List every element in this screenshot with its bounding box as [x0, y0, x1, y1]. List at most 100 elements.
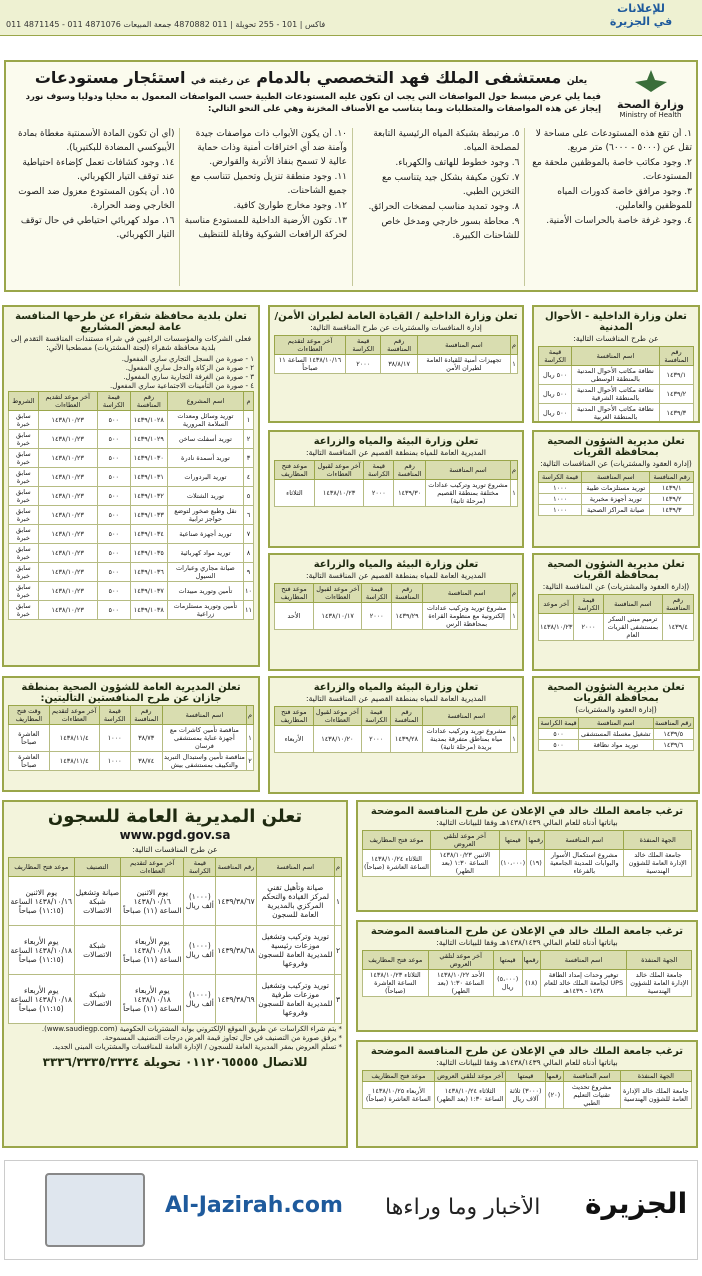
table-cell: صيانة وتشغيل شبكة الاتصالات [73, 876, 122, 926]
table-header: اسم المنافسة [424, 460, 511, 480]
table-row: جامعة الملك خالد الإدارة العامة للشؤون ا… [362, 1081, 693, 1109]
table-cell: نظافة مكاتب الأحوال المدنية بالمنطقة الغ… [571, 403, 660, 421]
banner-site: Al-Jazirah.com [165, 1193, 343, 1218]
header-label-top: للإعلانات [617, 2, 665, 15]
table-cell: ١٤٣٩/٣٨/٦٩ [215, 974, 257, 1024]
table-header: رقمها [521, 950, 541, 970]
table-row: ١٤٣٩/٥ تشغيل مغسلة المستشفى ٥٠٠ [537, 728, 694, 740]
spec-item: ٥. مرتبطة بشبكة المياه الرئيسية التابعة … [373, 129, 520, 153]
table-cell: ١٤٣٨/١٠/٢٣ [37, 486, 98, 506]
ad-subtitle: (إدارة العقود والمشتريات) عن المنافسة ال… [542, 582, 690, 591]
table-cell: تأمين وتوريد مبيدات [166, 581, 245, 601]
table-cell: ١٤٣٩/٣٠ [393, 479, 426, 507]
table-header: م [243, 391, 254, 411]
header-label: للإعلانات في الجزيرة [586, 2, 696, 28]
table-cell: ٢٠٠٠ [360, 725, 392, 753]
ad-box: تعلن وزارة البيئة والمياه والزراعة المدير… [268, 676, 524, 794]
table-cell: ١٤٣٨/١٠/٢٣ [37, 429, 98, 449]
ad-title: تعلن مديرية الشؤون الصحية بمحافظة القريا… [547, 682, 685, 704]
table-row: ١ توريد وسائل ومعدات السلامة المرورية ١٤٣٩… [8, 410, 254, 430]
table-header: م [509, 335, 519, 355]
table-header: آخر موعد لتقديم العطاءات [48, 705, 100, 725]
table-header: م [333, 857, 343, 877]
table-cell: (٥،٠٠٠) ريال [492, 969, 523, 997]
ad-table: م اسم المنافسة رقم المنافسة قيمة الكراسة آخر… [8, 705, 255, 771]
table-row: ١ تجهيزات أمنية للقيادة العامة لطيران الأ… [274, 354, 519, 374]
table-cell: الثلاثاء ١٤٣٨/١٠/٢٤ الساعة العاشرة (صباح… [362, 849, 431, 877]
table-header: آخر موعد لقبول العطاءات [313, 583, 363, 603]
table-header: قيمة الكراسة [98, 705, 131, 725]
table-cell: ١٤٣٩/٥ [652, 728, 694, 740]
table-cell: يوم الأربعاء ١٤٣٨/١٠/١٨ الساعة (١١) صباح… [120, 974, 185, 1024]
table-header-row: رقم المنافسة اسم المنافسة قيمة الكراسة [537, 346, 695, 366]
spec-item: ٢. وجود مكاتب خاصة بالموظفين ملحقة مع ال… [532, 157, 692, 182]
table-cell: جامعة الملك خالد الإدارة العامة للشؤون ا… [623, 849, 692, 877]
table-header: قيمة الكراسة [361, 583, 392, 603]
table-header: رقمها [544, 1070, 564, 1082]
table-header: آخر موعد لقبول العطاءات [313, 460, 365, 480]
hospital-subject: استئجار مستودعات [34, 68, 186, 87]
table-cell: ٥٠٠ [96, 429, 131, 449]
table-cell: مشروع تحديث تقنيات التعليم الطبي [562, 1081, 621, 1109]
table-cell: صيانة مجاري وعبارات السيول [166, 562, 245, 582]
table-cell: ١ [509, 479, 519, 507]
table-header: الجهة المنفذة [619, 1070, 693, 1082]
ad-note: * تسلم العروض بمقر المديرية العامة للسجو… [52, 1043, 342, 1051]
table-header: رقم المنافسة [390, 583, 424, 603]
ad-title: ترغب جامعة الملك خالد في الإعلان عن طرح … [370, 1046, 684, 1057]
table-row: ١٠ تأمين وتوريد مبيدات ١٤٣٩/١٠٣٧ ٥٠٠ ١٤٣٨/١٠… [8, 581, 254, 601]
ad-subtitle: المديرية العامة للمياه بمنطقة القصيم عن … [306, 571, 486, 580]
table-cell: ١٤٣٩/١٠٣٨ [129, 600, 168, 620]
table-row: ١ مناقصة تأمين كاشرات مع أجهزة عناية بمست… [8, 724, 255, 752]
table-header: الشروط [8, 391, 39, 411]
table-cell: ١٤٣٩/١٠٢٩ [129, 429, 168, 449]
table-header: قيمتها [505, 1070, 546, 1082]
table-cell: ١ [243, 410, 254, 430]
table-cell: ١ [509, 354, 519, 374]
table-cell: ٢٠٠٠ [363, 479, 395, 507]
table-header: قيمتها [498, 830, 528, 850]
table-header: موعد فتح المظاريف [8, 857, 75, 877]
ad-box: تعلن وزارة الداخلية / القيادة العامة لطي… [268, 305, 524, 423]
table-cell: ١٠٠٠ [98, 751, 131, 771]
table-header: رقم المنافسة [215, 857, 257, 877]
ad-box: ترغب جامعة الملك خالد في الإعلان عن طرح … [356, 1040, 698, 1148]
table-row: ١٤٣٩/١ توريد مستلزمات طبية ١٠٠٠ [537, 482, 694, 494]
ad-table: رقم المنافسة اسم المنافسة قيمة الكراسة آخر … [537, 594, 694, 641]
spec-item: ١. أن تقع هذه المستودعات على مساحة لا تق… [535, 129, 692, 153]
table-header-row: م اسم المنافسة رقم المنافسة قيمة الكراسة آخر… [274, 706, 519, 726]
table-cell: الأحد ١٤٣٨/١٠/٢٢ الساعة ١:٣٠ (بعد الظهر) [427, 969, 494, 997]
ad-subtitle: عن طرح المنافسات التالية: [132, 845, 218, 854]
table-cell: يوم الاثنين ١٤٣٨/١٠/١٦ الساعة (١١) صباحا… [120, 876, 185, 926]
table-row: ١٤٣٩/٢ نظافة مكاتب الأحوال المدنية بالمنط… [537, 384, 695, 404]
ad-note: ٤ - صورة من التأمينات الاجتماعية ساري ال… [110, 382, 254, 390]
hospital-heading: يعلن مستشفى الملك فهد التخصصي بالدمام عن… [21, 68, 601, 87]
table-header: آخر موعد لتقديم العطاءات [274, 335, 346, 355]
table-cell: ١٤٣٨/١٠/١٦ الساعة ١١ صباحاً [274, 354, 346, 374]
table-cell: ٢٠٠٠ [361, 602, 392, 630]
ad-box: تعلن مديرية الشؤون الصحية بمحافظة القريا… [532, 553, 700, 671]
table-cell: ١٤٣٩/١٠٣٤ [129, 524, 168, 544]
table-cell: الأحد [273, 602, 315, 630]
ad-table: م اسم المنافسة رقم المنافسة قيمة الكراسة آخر… [273, 583, 519, 630]
table-cell: سابق خبرة [8, 524, 39, 544]
table-row: ١٤٣٩/٣ نظافة مكاتب الأحوال المدنية بالمنط… [537, 403, 695, 421]
table-cell: ١٤٣٩/١ [658, 365, 695, 385]
table-cell: ١٤٣٩/١٠٣٥ [129, 543, 168, 563]
table-cell: ٥٠٠ [537, 728, 580, 740]
ad-title: ترغب جامعة الملك خالد في الإعلان عن طرح … [370, 806, 684, 817]
table-row: ١ مشروع توريد وتركيب عدادات إلكترونية مع … [273, 602, 519, 630]
table-cell: يوم الاثنين ١٤٣٨/١٠/١٦ الساعة (١١:١٥) صب… [8, 876, 75, 926]
table-cell: ٥٠٠ [96, 486, 131, 506]
spec-item: ١١. وجود منطقة تنزيل وتحميل تتناسب مع جم… [190, 171, 347, 196]
table-cell: ترميم مبنى السكر بمستشفى القريات العام [602, 613, 664, 641]
spec-item: ٦. وجود خطوط للهاتف والكهرباء. [395, 157, 520, 168]
ad-subtitle: عن طرح المنافسات التالية: [573, 334, 659, 343]
table-header: اسم المنافسة [562, 1070, 621, 1082]
table-cell: توريد وتركيب وتشغيل موزعات رئيسية للمدير… [255, 925, 335, 975]
table-row: ١١ تأمين وتوريد مستلزمات زراعية ١٤٣٩/١٠٣٨ ٥… [8, 600, 254, 620]
table-header-row: م اسم المنافسة رقم المنافسة قيمة الكراسة آخر… [8, 857, 343, 877]
ad-subtitle: إدارة المنافسات والمشتريات عن طرح المناف… [310, 323, 482, 332]
